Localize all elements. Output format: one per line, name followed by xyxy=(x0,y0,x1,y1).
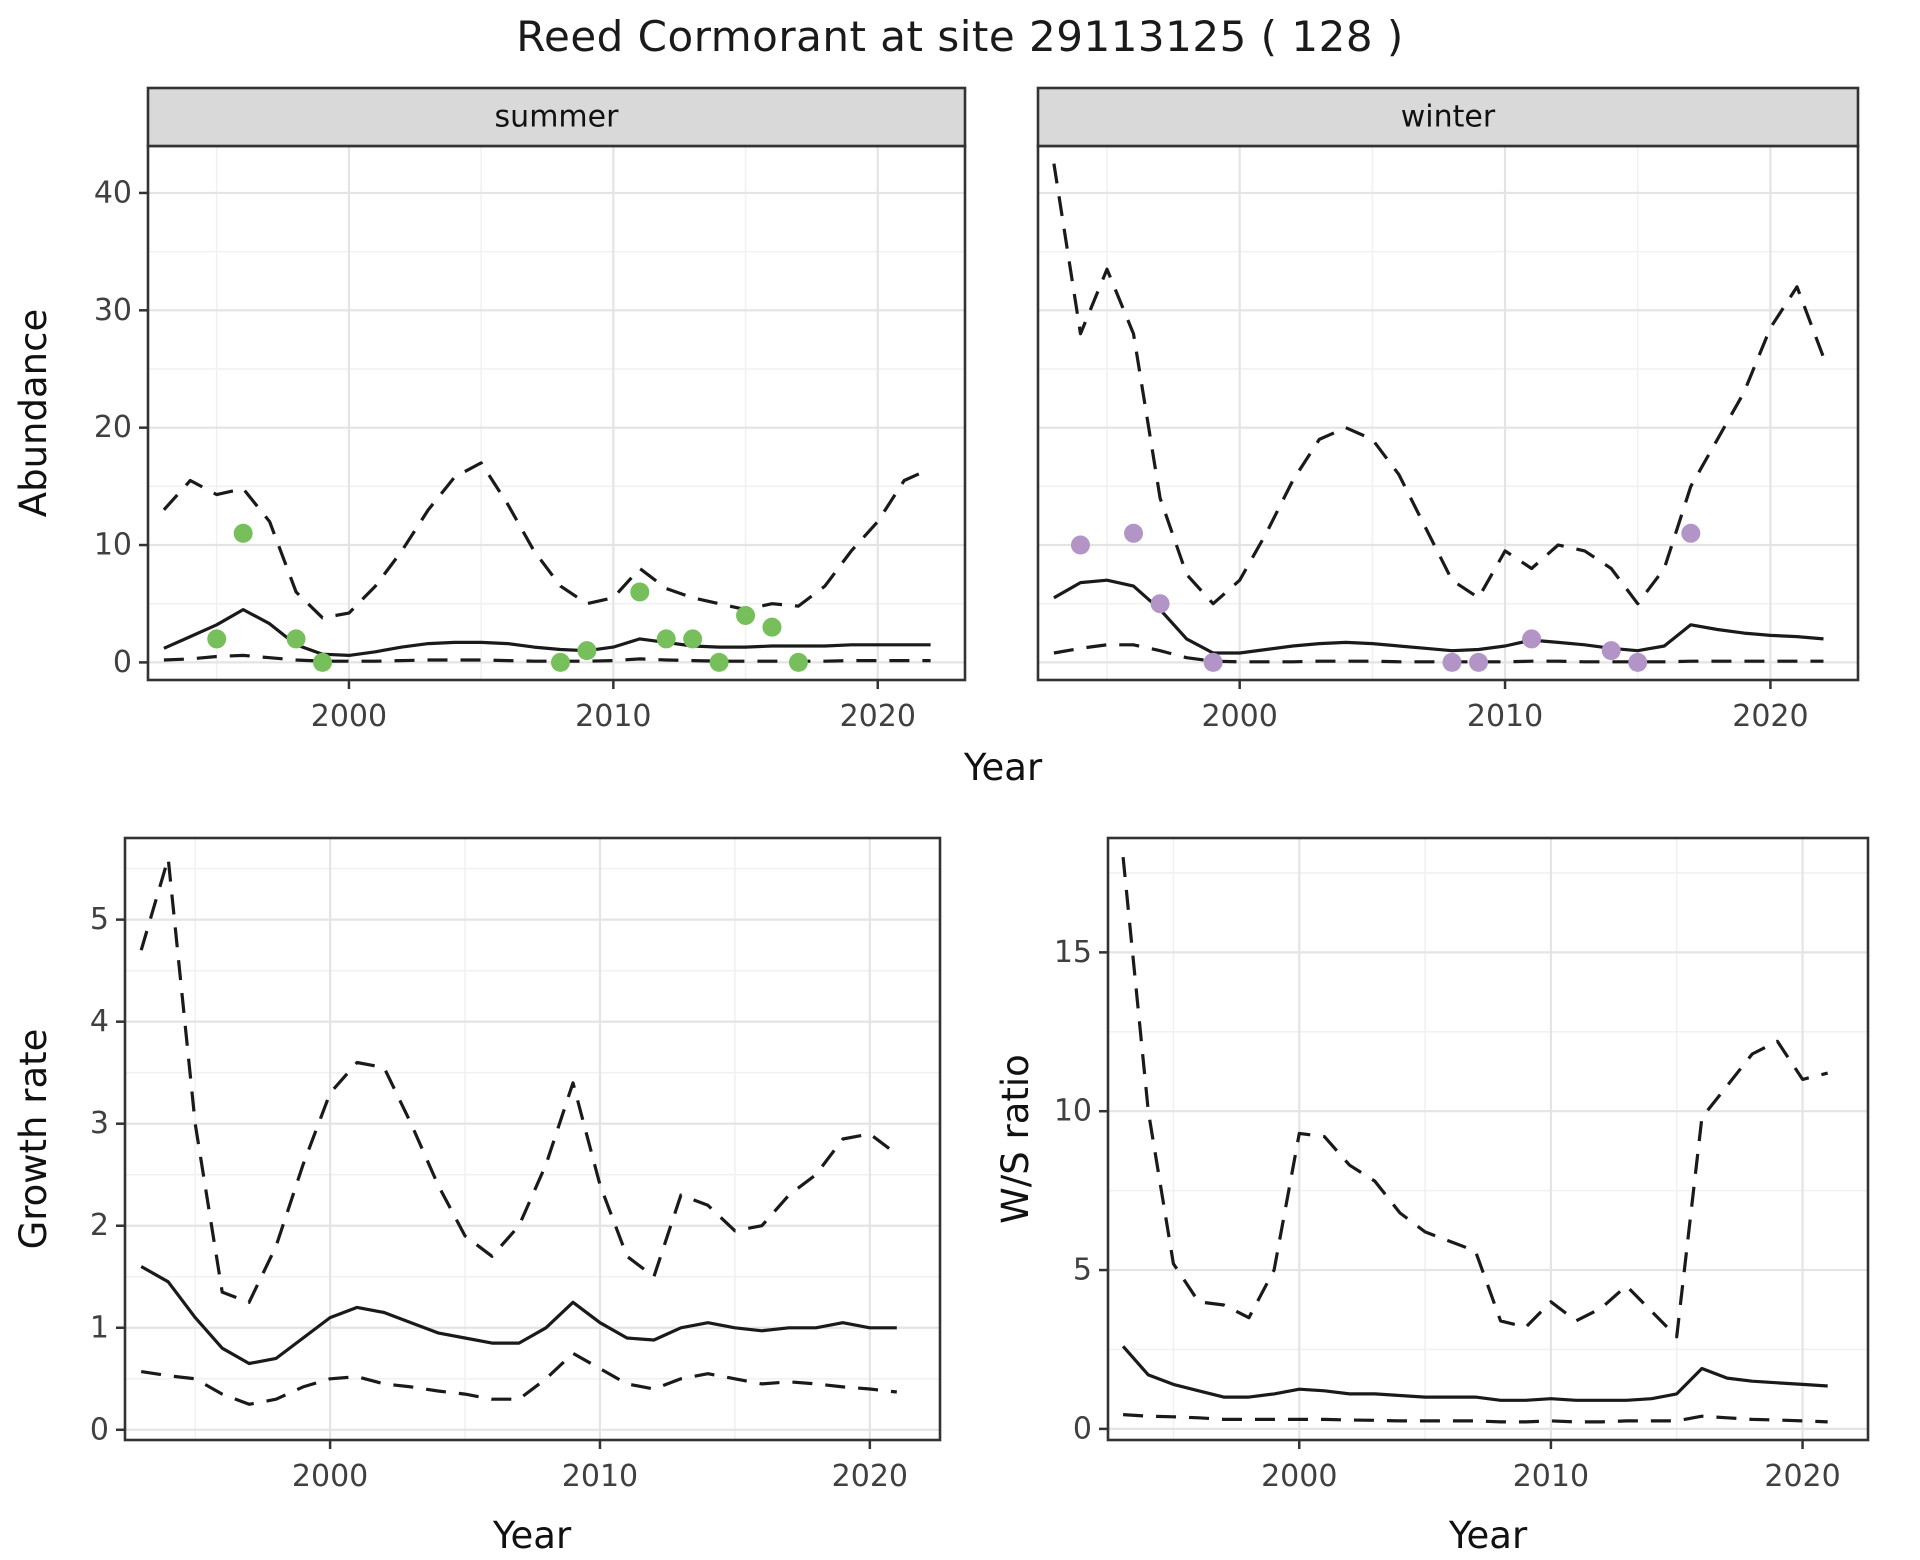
y-tick-label: 0 xyxy=(113,645,132,680)
y-axis-title: Growth rate xyxy=(12,1029,55,1250)
observation-point xyxy=(550,652,570,672)
upper-ci-line xyxy=(1052,163,1825,606)
y-tick-label: 15 xyxy=(1054,935,1092,970)
observation-point xyxy=(709,652,729,672)
panel-background xyxy=(125,838,940,1440)
facet-strip-label: winter xyxy=(1401,100,1496,135)
observation-point xyxy=(1681,523,1701,543)
x-tick-label: 2000 xyxy=(311,699,387,734)
observation-point xyxy=(233,523,253,543)
panel-ws-ratio: 2000 2010 2020 0 5 10 15 W/S ratio Year xyxy=(994,836,1870,1557)
x-tick-label: 2000 xyxy=(1261,1459,1337,1494)
observation-point xyxy=(683,629,703,649)
estimate-line xyxy=(1121,1345,1828,1402)
observation-point xyxy=(1628,652,1648,672)
x-tick-label: 2000 xyxy=(1202,699,1278,734)
panel-abundance-summer: summer 2000 2010 2020 0 10 20 30 40 Abundance xyxy=(12,86,967,734)
x-tick-label: 2010 xyxy=(1513,1459,1589,1494)
x-tick-label: 2010 xyxy=(1467,699,1543,734)
estimate-line xyxy=(140,1265,897,1366)
y-tick-label: 40 xyxy=(94,175,132,210)
panel-border xyxy=(1106,836,1870,1442)
y-tick-label: 0 xyxy=(90,1412,109,1447)
y-tick-label: 1 xyxy=(90,1310,109,1345)
y-tick-label: 5 xyxy=(1073,1253,1092,1288)
x-axis-title: Year xyxy=(1448,1514,1528,1557)
chart-title: Reed Cormorant at site 29113125 ( 128 ) xyxy=(516,12,1404,61)
y-axis-title: Abundance xyxy=(12,309,55,517)
y-tick-label: 20 xyxy=(94,410,132,445)
panel-border xyxy=(123,836,942,1442)
y-tick-label: 3 xyxy=(90,1106,109,1141)
facet-strip-label: summer xyxy=(495,100,620,135)
y-tick-label: 0 xyxy=(1073,1411,1092,1446)
panel-background xyxy=(1108,838,1868,1440)
observation-point xyxy=(656,629,676,649)
y-axis-title: W/S ratio xyxy=(994,1054,1037,1224)
panel-abundance-winter: winter 2000 2010 2020 xyxy=(1036,86,1860,734)
x-tick-label: 2010 xyxy=(562,1459,638,1494)
lower-ci-line xyxy=(1122,1413,1828,1424)
x-tick-label: 2000 xyxy=(292,1459,368,1494)
facet-strip xyxy=(146,86,967,148)
observation-point xyxy=(630,582,650,602)
observation-point xyxy=(313,652,333,672)
panel-background xyxy=(1038,146,1858,680)
observation-point xyxy=(1124,523,1144,543)
y-tick-label: 4 xyxy=(90,1004,109,1039)
panel-background xyxy=(148,146,965,680)
observation-point xyxy=(207,629,227,649)
x-tick-label: 2020 xyxy=(840,699,916,734)
observation-point xyxy=(1150,594,1170,614)
x-tick-label: 2020 xyxy=(1732,699,1808,734)
observation-point xyxy=(577,641,597,661)
observation-point xyxy=(736,605,756,625)
observation-point xyxy=(1601,641,1621,661)
x-tick-label: 2020 xyxy=(1764,1459,1840,1494)
upper-ci-line xyxy=(162,461,932,620)
observation-point xyxy=(1442,652,1462,672)
y-tick-label: 30 xyxy=(94,293,132,328)
upper-ci-line xyxy=(139,856,898,1304)
y-tick-label: 10 xyxy=(94,528,132,563)
lower-ci-line xyxy=(1053,643,1824,664)
estimate-line xyxy=(1053,578,1824,655)
panel-growth-rate: 2000 2010 2020 0 1 2 3 4 5 Growth rate Year xyxy=(12,836,942,1557)
x-tick-label: 2020 xyxy=(832,1459,908,1494)
upper-ci-line xyxy=(1121,856,1829,1339)
observation-point xyxy=(1469,652,1489,672)
y-tick-label: 2 xyxy=(90,1208,109,1243)
observation-point xyxy=(762,617,782,637)
observation-point xyxy=(788,652,808,672)
observation-point xyxy=(286,629,306,649)
x-axis-title-shared: Year xyxy=(963,746,1043,789)
x-axis-title: Year xyxy=(492,1514,572,1557)
observation-point xyxy=(1203,652,1223,672)
facet-strip xyxy=(1036,86,1860,148)
lower-ci-line xyxy=(140,1351,897,1406)
observation-point xyxy=(1070,535,1090,555)
y-tick-label: 10 xyxy=(1054,1094,1092,1129)
x-tick-label: 2010 xyxy=(575,699,651,734)
y-tick-label: 5 xyxy=(90,902,109,937)
observation-point xyxy=(1522,629,1542,649)
